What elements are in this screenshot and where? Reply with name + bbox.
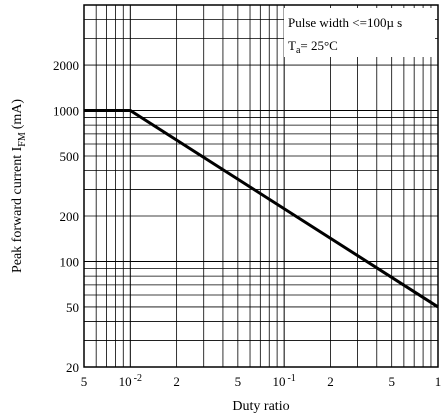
x-tick-label: 5 [235,374,242,389]
x-tick-label: 1 [435,374,442,389]
y-tick-label: 50 [66,300,79,315]
annotation-temperature: = 25°C [300,38,337,53]
x-tick-label: 5 [81,374,88,389]
y-axis-label-unit: (mA) [10,99,25,130]
y-tick-label: 2000 [53,58,79,73]
annotation-line-2: Ta= 25°C [288,38,338,56]
y-tick-label: 20 [66,360,79,375]
x-tick-label: 5 [388,374,395,389]
plot-frame [83,4,439,368]
annotation-background [284,8,435,57]
series-line-1 [84,109,439,309]
x-tick-label: 10 -1 [272,373,295,389]
grid-lines [84,5,438,367]
series-layer [84,109,439,309]
plot-background [84,5,438,367]
y-tick-label: 500 [60,149,80,164]
y-axis-label-subscript: FM [17,132,28,147]
x-tick-label: 2 [327,374,334,389]
y-tick-labels: 20 50 100 200 500 1000 2000 [53,58,79,375]
x-tick-label: 2 [173,374,180,389]
y-axis-label: Peak forward current IFM (mA) [10,99,28,273]
x-axis-label: Duty ratio [232,399,289,414]
y-tick-label: 100 [60,254,80,269]
annotation-box: Pulse width <=100µ s Ta= 25°C [284,8,435,57]
annotation-subscript-a: a [296,45,301,56]
annotation-t: T [288,38,296,53]
y-tick-label: 1000 [53,104,79,119]
annotation-line-1: Pulse width <=100µ s [288,15,402,30]
x-tick-label: 10 -2 [119,373,142,389]
x-tick-labels: 5 10 -2 2 5 10 -1 2 5 1 [81,373,442,389]
y-axis-label-main: Peak forward current I [10,146,25,273]
y-tick-label: 200 [60,209,80,224]
